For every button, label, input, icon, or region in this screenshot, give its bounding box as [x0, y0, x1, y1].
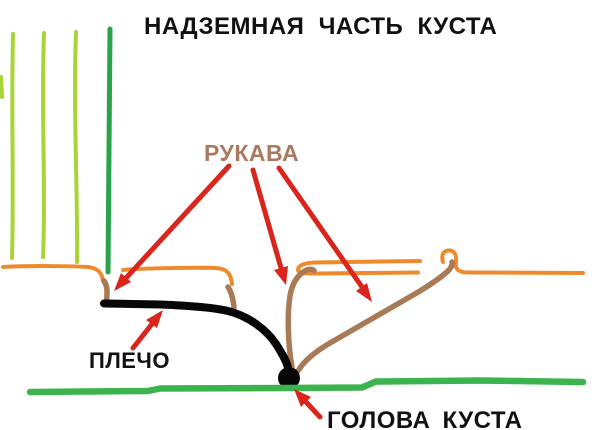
arrow-arms-left [114, 163, 232, 291]
ground-line [26, 377, 587, 396]
young-shoot-line-3 [73, 30, 80, 264]
arms-label: РУКАВА [204, 140, 299, 166]
arrow-shoulder [130, 310, 163, 351]
young-shoot-line-1 [10, 32, 15, 260]
arrow-arms-right [276, 165, 372, 302]
dark-green-shoot-line [105, 26, 113, 275]
arrow-head-of-bush [294, 389, 323, 420]
arm-stub-middle [225, 284, 237, 310]
young-shoot-edge-sliver [0, 75, 4, 99]
arrow-arms-middle [250, 167, 288, 285]
shoulder-line [100, 299, 292, 372]
orange-line-left [1, 264, 105, 283]
orange-canes-group [1, 248, 585, 286]
arms-arrows-group [114, 163, 372, 302]
arrow-arms-right-head [356, 283, 372, 302]
orange-line-right-rails [296, 259, 422, 276]
young-shoots-group [0, 26, 113, 275]
orange-line-right-curl [440, 248, 585, 275]
head-label: ГОЛОВА КУСТА [327, 407, 522, 430]
orange-line-middle [121, 265, 234, 286]
arms-group [101, 259, 455, 374]
arrow-arms-left-head [114, 273, 131, 291]
page-title: НАДЗЕМНАЯ ЧАСТЬ КУСТА [144, 13, 497, 40]
arrow-head-of-bush-head [294, 389, 311, 407]
arm-branch-diagonal [295, 259, 455, 374]
arrow-shoulder-head [146, 310, 163, 328]
arm-branch-center [285, 266, 317, 370]
young-shoot-line-2 [41, 31, 46, 259]
arrow-arms-middle-head [274, 266, 288, 285]
shoulder-label: ПЛЕЧО [89, 348, 170, 373]
bush-head-blob [278, 367, 300, 389]
